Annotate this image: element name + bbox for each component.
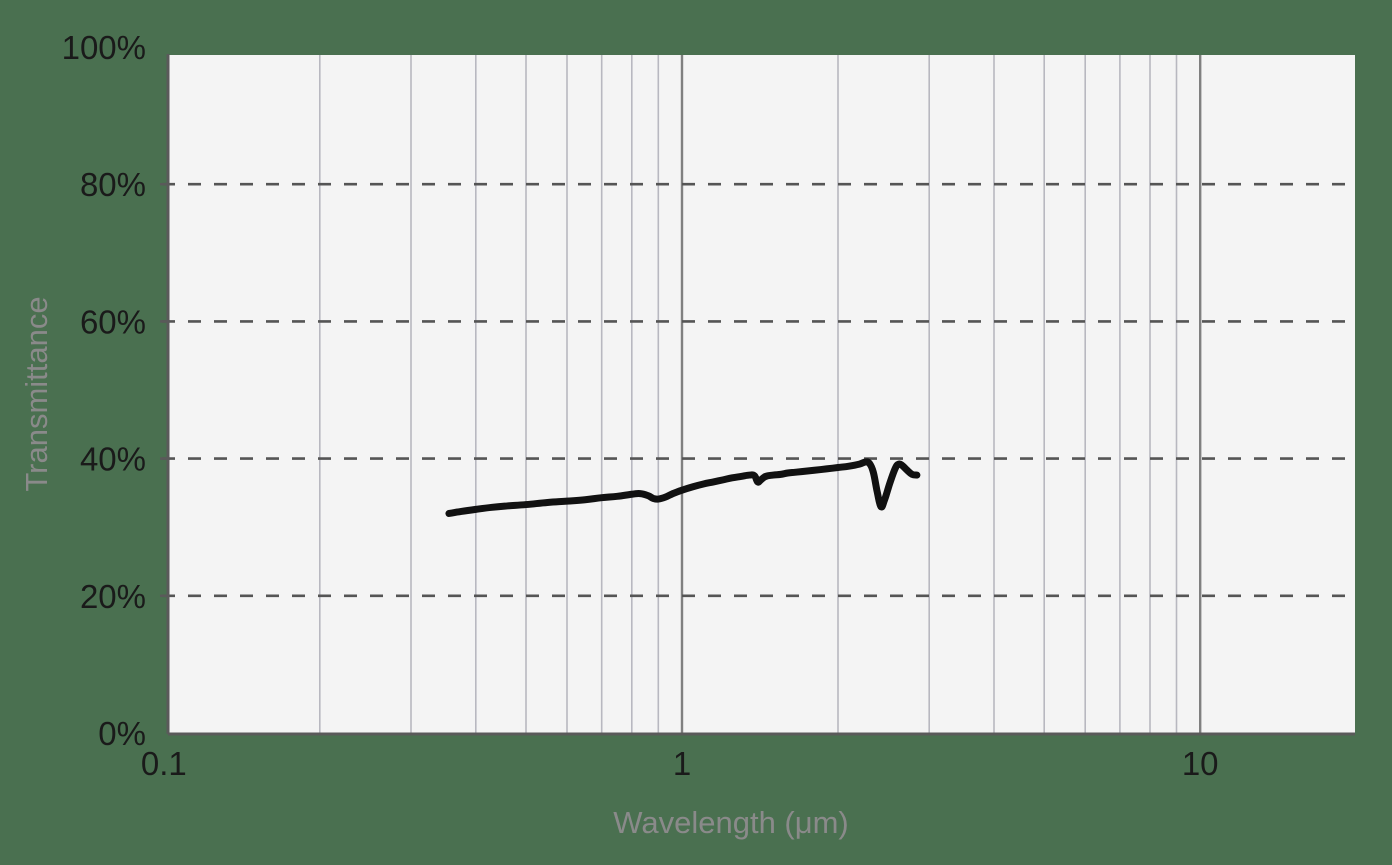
y-tick-label: 80% [80, 166, 146, 203]
y-axis-tick-marks [160, 182, 170, 597]
y-tick-label: 40% [80, 441, 146, 478]
vertical-gridlines [318, 55, 1202, 734]
y-tick-label: 60% [80, 303, 146, 340]
x-tick-label: 1 [673, 745, 691, 782]
horizontal-gridlines [162, 182, 1353, 598]
y-axis-title: Transmittance [19, 296, 54, 491]
x-axis-title: Wavelength (μm) [613, 805, 849, 840]
x-axis-tick-labels: 0.1 1 10 [141, 745, 1219, 782]
y-axis-tick-labels: 100% 80% 60% 40% 20% 0% [62, 29, 146, 752]
y-tick-label: 0% [98, 715, 146, 752]
x-tick-label: 10 [1182, 745, 1219, 782]
x-tick-label: 0.1 [141, 745, 187, 782]
y-tick-label: 20% [80, 578, 146, 615]
y-tick-label: 100% [62, 29, 146, 66]
transmittance-curve [445, 458, 921, 517]
plot-area-background [168, 55, 1355, 733]
